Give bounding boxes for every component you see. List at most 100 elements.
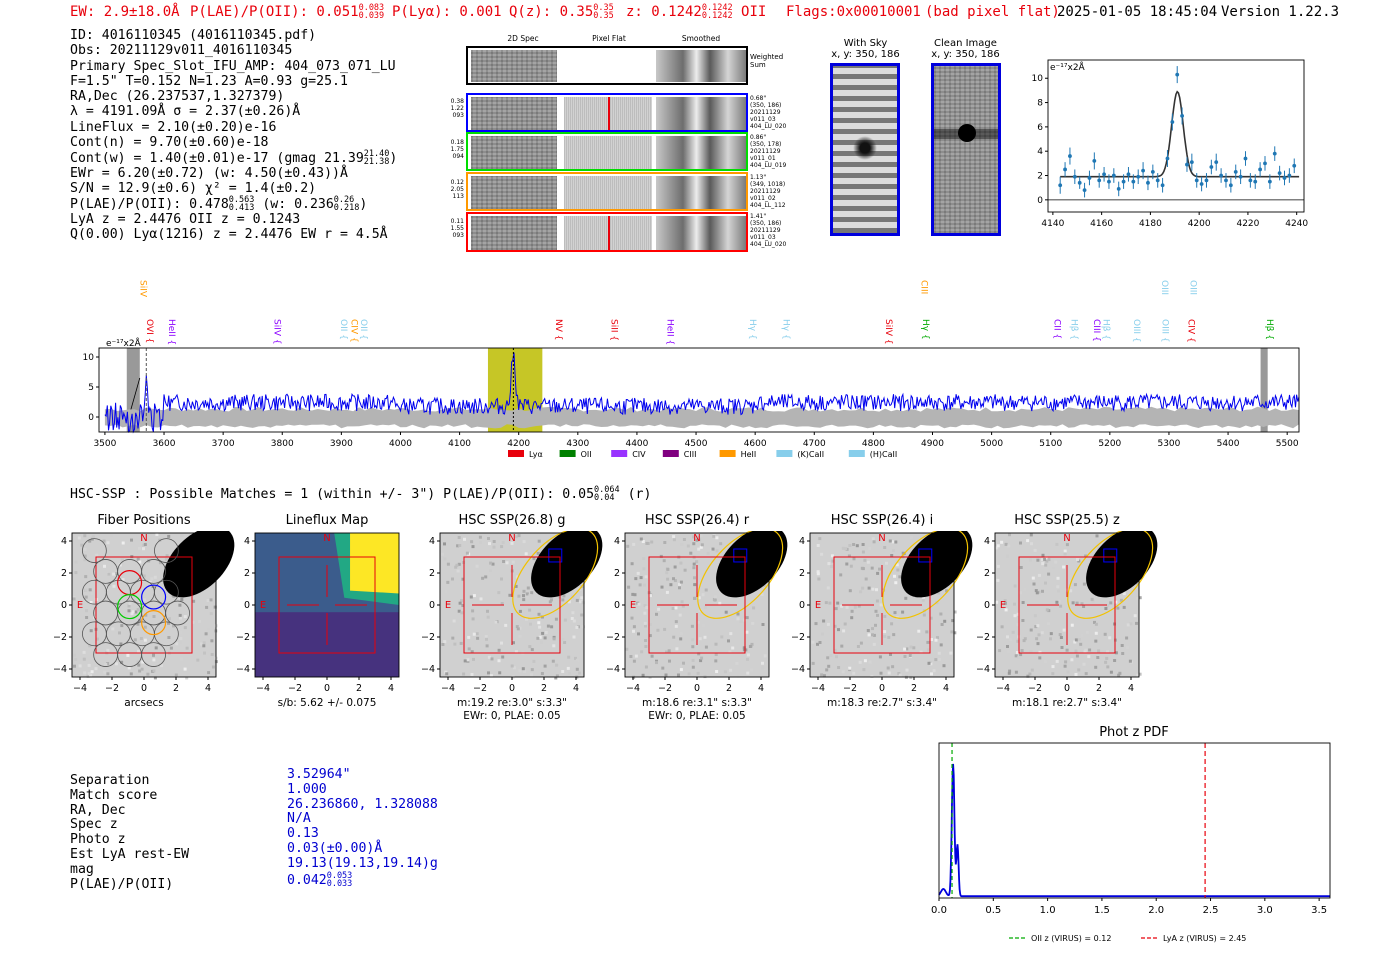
noise-pixel bbox=[933, 663, 937, 667]
noise-pixel bbox=[1007, 544, 1011, 548]
spec-legend-swatch bbox=[848, 450, 865, 457]
noise-pixel bbox=[932, 669, 936, 673]
row-1-right: 0.68" (350, 186) 20211129 v011_03 404_LU_020 bbox=[750, 95, 800, 130]
noise-pixel bbox=[937, 591, 941, 595]
fit-data-point bbox=[1277, 171, 1282, 175]
noise-pixel bbox=[1063, 664, 1067, 668]
noise-pixel bbox=[497, 648, 501, 652]
panel-title: Fiber Positions bbox=[97, 513, 191, 528]
noise-pixel bbox=[674, 624, 678, 628]
info-contw-bounds: 21.40 21.38 bbox=[364, 150, 390, 167]
header-plae: P(LAE)/P(OII): 0.0510.083 0.039 bbox=[190, 4, 384, 21]
noise-pixel bbox=[522, 589, 526, 593]
noise-pixel bbox=[1036, 558, 1040, 562]
noise-pixel bbox=[850, 616, 854, 620]
fiber-circle bbox=[154, 538, 179, 563]
fit-data-point bbox=[1263, 161, 1267, 166]
noise-pixel bbox=[1035, 591, 1039, 595]
noise-pixel bbox=[459, 641, 463, 645]
pdf-xtick-label: 1.0 bbox=[1040, 905, 1056, 916]
noise-pixel bbox=[829, 654, 833, 658]
noise-pixel bbox=[874, 609, 878, 613]
noise-pixel bbox=[164, 557, 168, 561]
noise-pixel bbox=[84, 588, 88, 592]
noise-pixel bbox=[868, 660, 872, 664]
panel-xtick-label: −2 bbox=[288, 683, 302, 694]
noise-pixel bbox=[843, 622, 847, 626]
noise-pixel bbox=[1020, 649, 1024, 652]
aperture-box bbox=[278, 556, 376, 654]
noise-pixel bbox=[1017, 655, 1021, 659]
noise-pixel bbox=[470, 673, 474, 676]
panel-image: N E −4 −2 0 2 4 4 2 0 −2 −4 bbox=[53, 531, 235, 694]
noise-pixel bbox=[161, 536, 165, 540]
panel-xtick-label: 2 bbox=[356, 683, 362, 694]
noise-pixel bbox=[1126, 645, 1129, 649]
spec-legend-label: (H)CaII bbox=[870, 450, 897, 459]
noise-pixel bbox=[1055, 600, 1059, 604]
noise-pixel bbox=[837, 628, 840, 632]
noise-pixel bbox=[679, 664, 683, 668]
row-1-right-3: v011_03 bbox=[750, 116, 776, 123]
noise-pixel bbox=[1113, 659, 1117, 662]
noise-pixel bbox=[103, 670, 107, 674]
noise-pixel bbox=[930, 672, 933, 676]
noise-pixel bbox=[501, 655, 505, 659]
noise-pixel bbox=[192, 599, 196, 603]
noise-pixel bbox=[871, 633, 874, 637]
noise-pixel bbox=[641, 540, 645, 543]
stat-label-plae: P(LAE)/P(OII) bbox=[70, 876, 174, 892]
noise-pixel bbox=[1080, 602, 1084, 606]
noise-pixel bbox=[687, 672, 691, 676]
noise-pixel bbox=[486, 615, 490, 619]
noise-pixel bbox=[1080, 634, 1084, 637]
noise-pixel bbox=[1077, 668, 1081, 672]
fit-data-point bbox=[1068, 154, 1072, 158]
panel-xtick-label: −2 bbox=[105, 683, 119, 694]
noise-pixel bbox=[138, 619, 142, 623]
noise-pixel bbox=[456, 569, 460, 573]
noise-pixel bbox=[844, 547, 848, 551]
noise-pixel bbox=[892, 633, 896, 637]
noise-pixel bbox=[1019, 541, 1022, 545]
noise-pixel bbox=[207, 627, 211, 631]
noise-pixel bbox=[826, 622, 830, 626]
row-1-2dspec bbox=[471, 97, 557, 130]
stat-value-match-score: 1.000 bbox=[287, 781, 327, 797]
masked-region-red bbox=[1260, 348, 1268, 432]
noise-pixel bbox=[811, 640, 815, 644]
noise-pixel bbox=[864, 577, 868, 581]
noise-pixel bbox=[919, 650, 923, 654]
north-label: N bbox=[1063, 533, 1070, 544]
galaxy-blob bbox=[163, 531, 235, 598]
panel-ytick-label: −4 bbox=[791, 664, 805, 675]
weighted-sum-label: Weighted Sum bbox=[750, 53, 784, 69]
row-3-right-0: 1.13" bbox=[750, 174, 767, 181]
noise-pixel bbox=[1138, 672, 1142, 676]
noise-pixel bbox=[567, 600, 571, 604]
noise-pixel bbox=[949, 651, 953, 655]
noise-pixel bbox=[634, 654, 638, 658]
stat-value-separation: 3.52964" bbox=[287, 767, 351, 782]
noise-pixel bbox=[761, 661, 764, 665]
clean-image bbox=[931, 63, 1001, 236]
noise-pixel bbox=[526, 595, 530, 599]
noise-pixel bbox=[1070, 623, 1074, 627]
noise-pixel bbox=[699, 659, 703, 663]
noise-pixel bbox=[1028, 672, 1032, 676]
row-1-right-2: 20211129 bbox=[750, 109, 781, 116]
row-4-2dspec bbox=[471, 216, 557, 250]
spec-xtick-label: 5100 bbox=[1039, 439, 1062, 449]
spec-ytick-label: 0 bbox=[88, 413, 94, 423]
noise-pixel bbox=[871, 627, 874, 631]
noise-pixel bbox=[861, 543, 865, 546]
noise-pixel bbox=[512, 641, 515, 645]
stat-label-radec: RA, Dec bbox=[70, 802, 126, 818]
noise-pixel bbox=[889, 653, 892, 656]
noise-pixel bbox=[723, 639, 727, 643]
noise-pixel bbox=[546, 540, 550, 544]
noise-pixel bbox=[720, 635, 724, 639]
pdf-xtick-label: 2.0 bbox=[1148, 905, 1164, 916]
noise-pixel bbox=[1021, 601, 1025, 604]
panel-ytick-label: 2 bbox=[429, 568, 435, 579]
